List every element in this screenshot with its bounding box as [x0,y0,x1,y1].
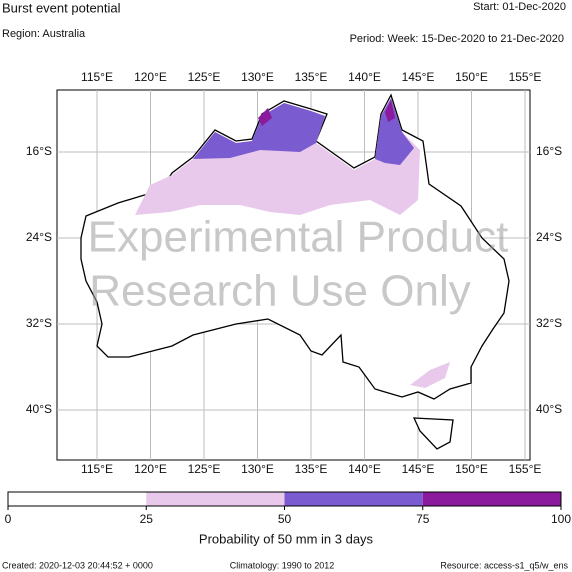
lon-label-bottom: 135°E [295,462,328,476]
lon-label-bottom: 125°E [188,462,221,476]
lon-label-top: 135°E [295,70,328,84]
start-date: Start: 01-Dec-2020 [473,1,566,13]
colorbar-segment [284,492,423,506]
title: Burst event potential [2,0,121,15]
lat-label-right: 40°S [536,402,562,416]
watermark: Experimental Product [88,213,509,262]
lat-label-left: 40°S [26,402,52,416]
tasmania [412,417,454,450]
lon-label-top: 140°E [348,70,381,84]
light-probability-area [410,362,450,388]
colorbar-segment [422,492,561,506]
lon-label-top: 120°E [134,70,167,84]
lon-label-bottom: 145°E [402,462,435,476]
lat-label-right: 16°S [536,144,562,158]
colorbar-tick-label: 25 [140,512,154,526]
lon-label-top: 150°E [455,70,488,84]
lon-label-bottom: 130°E [241,462,274,476]
colorbar-segment [8,492,147,506]
lon-label-bottom: 140°E [348,462,381,476]
lat-label-left: 32°S [26,316,52,330]
colorbar-tick-label: 50 [278,512,292,526]
lat-label-left: 24°S [26,230,52,244]
medium-probability-area [193,98,414,165]
lat-label-right: 24°S [536,230,562,244]
lon-label-bottom: 120°E [134,462,167,476]
lon-label-bottom: 115°E [81,462,113,476]
colorbar-segment [146,492,285,506]
map: Experimental Product Research Use Only 1… [26,70,562,476]
lon-label-bottom: 150°E [455,462,488,476]
lon-label-top: 130°E [241,70,274,84]
lon-label-top: 145°E [402,70,435,84]
lon-label-top: 115°E [81,70,113,84]
colorbar-label: Probability of 50 mm in 3 days [199,531,374,546]
region: Region: Australia [2,28,86,40]
period: Period: Week: 15-Dec-2020 to 21-Dec-2020 [350,33,564,45]
colorbar-tick-label: 0 [5,512,12,526]
created: Created: 2020-12-03 20:44:52 + 0000 [2,560,153,570]
watermark: Research Use Only [89,267,470,316]
lat-label-left: 16°S [26,144,52,158]
colorbar: 0 25 50 75 100 [5,491,571,526]
resource: Resource: access-s1_q5/w_ens [440,560,568,570]
lon-label-top: 125°E [188,70,221,84]
colorbar-tick-label: 75 [416,512,430,526]
lat-label-right: 32°S [536,316,562,330]
colorbar-tick-label: 100 [551,512,571,526]
light-probability-area [135,98,420,215]
lon-label-bottom: 155°E [509,462,542,476]
climatology: Climatology: 1990 to 2012 [230,560,335,570]
lon-label-top: 155°E [509,70,542,84]
